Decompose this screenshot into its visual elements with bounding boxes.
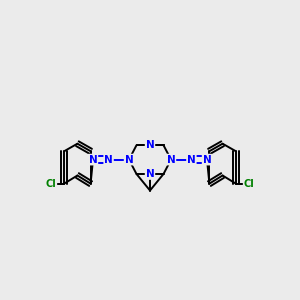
Text: Cl: Cl [244,178,254,189]
Text: N: N [187,154,196,165]
Text: N: N [146,169,154,179]
Text: N: N [104,154,113,165]
Text: N: N [167,154,176,165]
Text: N: N [146,140,154,150]
Text: N: N [202,154,211,165]
Text: N: N [124,154,134,165]
Text: N: N [88,154,98,165]
Text: Cl: Cl [46,178,56,189]
